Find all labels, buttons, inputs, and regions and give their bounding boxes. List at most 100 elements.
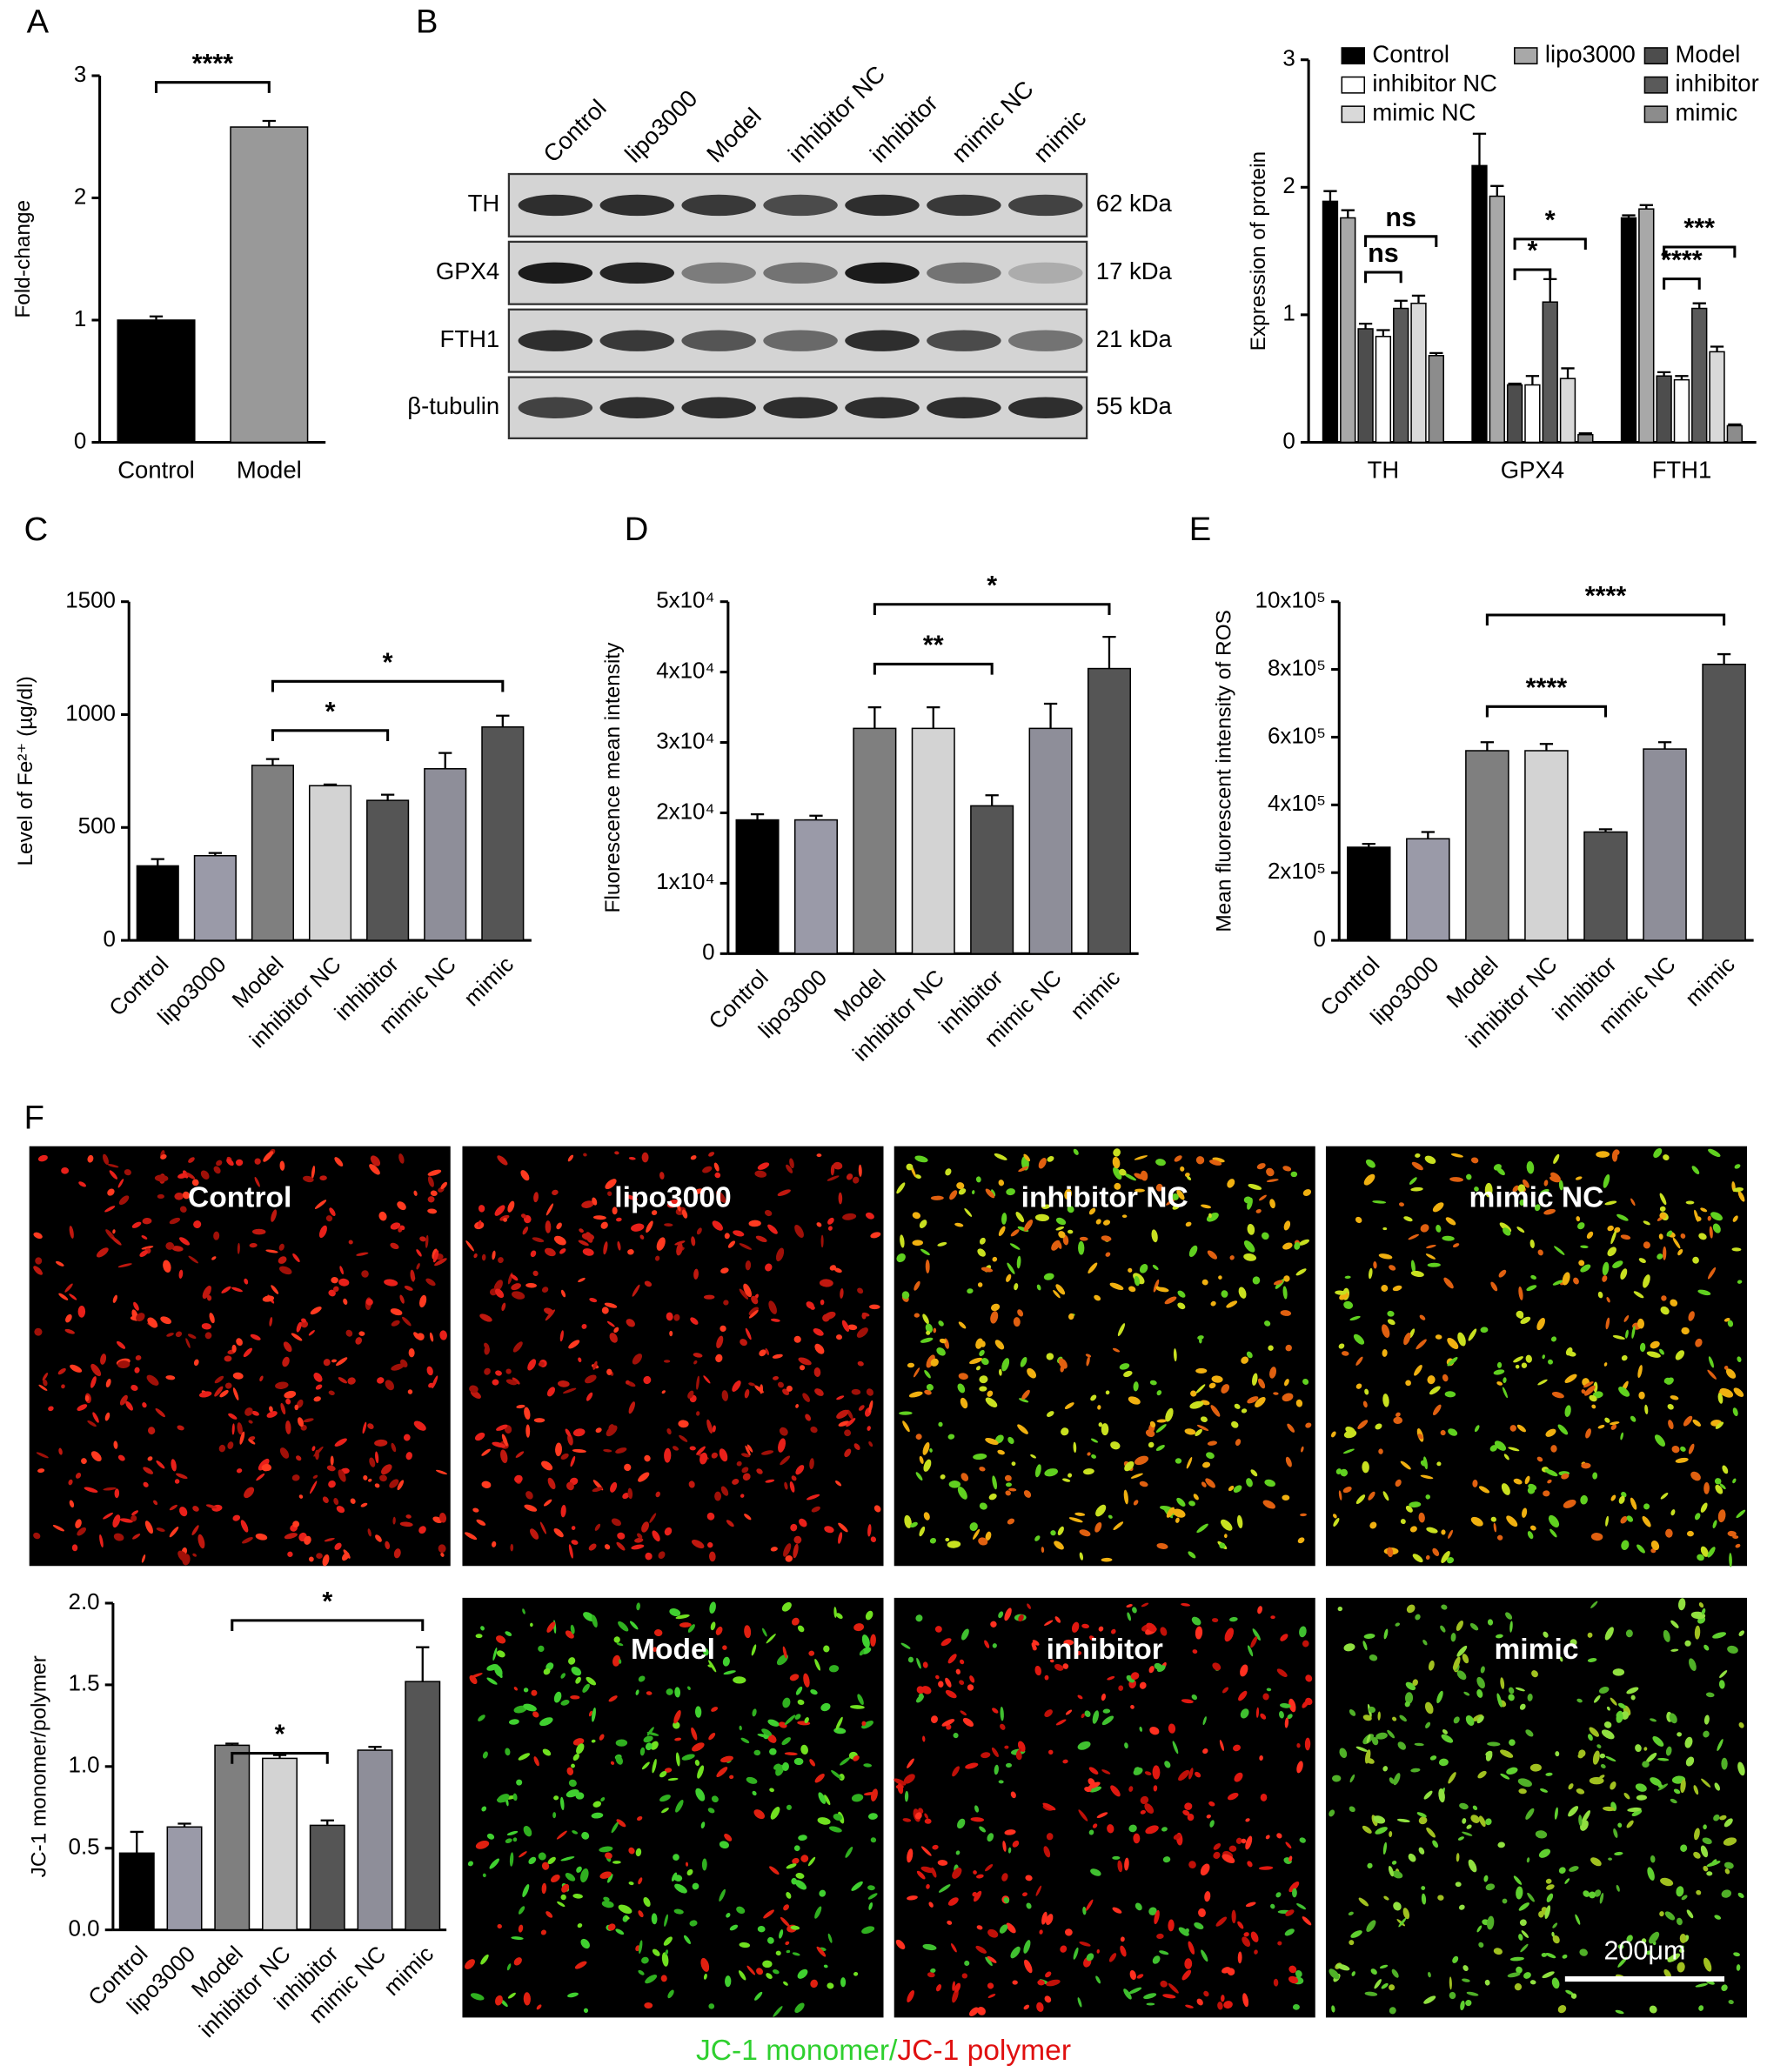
cell [664, 1447, 672, 1463]
cell [1101, 1557, 1113, 1562]
cell [768, 1300, 777, 1314]
cell [1329, 1968, 1340, 1980]
cell [1184, 1428, 1196, 1435]
cell [616, 1642, 624, 1647]
cell [638, 1472, 650, 1482]
cell [1383, 1628, 1389, 1640]
cell [838, 1522, 848, 1533]
blot-band [763, 194, 838, 217]
cell [104, 1206, 116, 1213]
cell [1548, 1514, 1560, 1527]
cell [840, 1757, 851, 1766]
cell [221, 1286, 231, 1293]
cell [1092, 1710, 1100, 1724]
cell [1448, 1529, 1454, 1539]
cell [1470, 1815, 1480, 1823]
blot-band [1008, 397, 1083, 418]
cell [1583, 1381, 1594, 1388]
cell [674, 1737, 682, 1741]
cell [676, 1201, 681, 1212]
cell [1513, 1875, 1523, 1885]
cell [605, 1852, 612, 1859]
cell [1160, 1980, 1168, 1988]
cell [1186, 1456, 1193, 1469]
cell [1188, 1941, 1195, 1955]
cell [592, 1801, 602, 1808]
cell [867, 1426, 871, 1431]
cell [330, 1455, 334, 1466]
cell [322, 1554, 330, 1567]
cell [1035, 1885, 1042, 1896]
cell [1250, 1636, 1258, 1648]
cell [1393, 1416, 1403, 1425]
cell [1527, 1531, 1534, 1540]
cell [664, 1527, 673, 1536]
band-size: 62 kDa [1096, 190, 1173, 217]
cell [1425, 1253, 1436, 1260]
cell [555, 1442, 562, 1457]
cell [1400, 1460, 1411, 1470]
cell [71, 1544, 78, 1552]
cell [480, 1626, 485, 1631]
cell [465, 1240, 474, 1252]
cell [798, 1835, 807, 1841]
cell [618, 1621, 629, 1632]
cell [998, 1780, 1004, 1784]
micrograph-background [1325, 1597, 1747, 2018]
cell [1729, 1553, 1732, 1567]
cell [1221, 1384, 1230, 1394]
cell [1206, 1814, 1211, 1819]
cell [513, 1957, 522, 1966]
cell [513, 1705, 527, 1714]
cell [1109, 1282, 1124, 1290]
cell [197, 1534, 205, 1549]
cell [1414, 1364, 1422, 1376]
blot-band [927, 262, 1001, 284]
bar [1559, 378, 1576, 444]
cell [625, 1916, 630, 1920]
cell [612, 1861, 621, 1864]
cell [1296, 1903, 1307, 1910]
cell [1446, 1557, 1455, 1564]
cell [1424, 1701, 1434, 1714]
cell [1546, 1884, 1555, 1890]
cell [530, 1250, 537, 1258]
cell [629, 1621, 639, 1630]
cell [607, 1874, 613, 1883]
cell [1218, 1275, 1222, 1280]
cell [1476, 1925, 1483, 1933]
cell [810, 1689, 818, 1695]
cell [398, 1153, 405, 1164]
cell [258, 1458, 270, 1471]
cell [1118, 1685, 1124, 1691]
cell [1262, 1500, 1275, 1509]
cell [746, 1965, 756, 1975]
cell [362, 1421, 367, 1434]
cell [827, 1226, 833, 1231]
cell [563, 1387, 577, 1394]
cell [923, 1512, 930, 1521]
cell [920, 1866, 934, 1874]
cell [239, 1431, 245, 1445]
cell [1503, 1227, 1511, 1236]
cell [952, 1988, 959, 2003]
cell [1387, 1310, 1395, 1317]
cell [1569, 1866, 1579, 1872]
y-axis-label: Level of Fe²⁺ (µg/dl) [14, 676, 37, 866]
cell [1023, 1490, 1032, 1498]
cell [1285, 1344, 1292, 1352]
cell [1285, 1909, 1295, 1916]
cell [235, 1159, 244, 1166]
cell [1003, 1897, 1009, 1904]
cell [541, 1861, 550, 1870]
bar [1577, 433, 1594, 444]
caption-polymer: JC-1 polymer [897, 2035, 1071, 2067]
cell [1123, 1489, 1128, 1505]
cell [733, 1230, 745, 1237]
cell [1698, 1233, 1707, 1240]
cell [338, 1278, 350, 1287]
x-tick-label: FTH1 [1652, 456, 1712, 483]
cell [646, 1732, 659, 1736]
cell [1472, 1805, 1478, 1811]
micrograph-label: mimic NC [1469, 1182, 1604, 1214]
